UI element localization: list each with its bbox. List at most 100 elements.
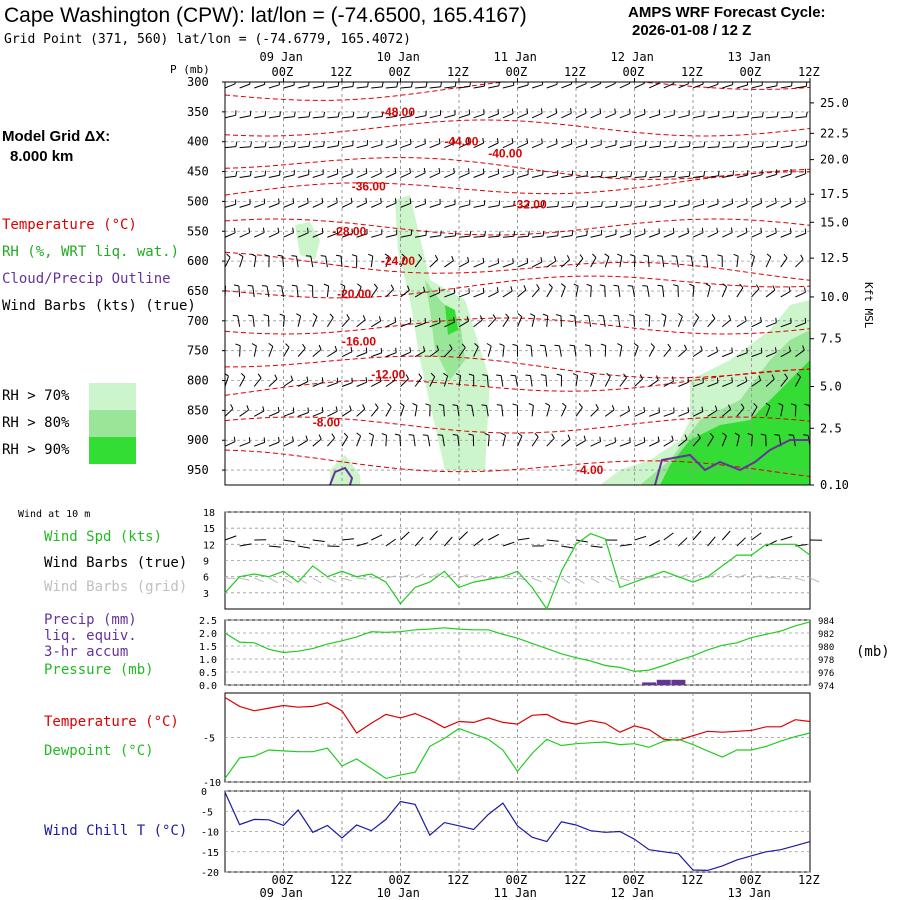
wind-barb-flag bbox=[513, 200, 515, 206]
wind-barbs-grid-legend: Wind Barbs (grid) bbox=[44, 579, 188, 595]
wind-barb-flag bbox=[220, 345, 225, 346]
wind-barb-flag bbox=[540, 108, 543, 114]
wind-barb-flag bbox=[394, 433, 401, 436]
wind-barb-shaft bbox=[238, 285, 241, 297]
bottom-hour-label-4: 00Z bbox=[506, 873, 528, 887]
wind-barb-shaft bbox=[809, 117, 810, 118]
wind-barb-flag bbox=[551, 433, 555, 439]
wind-barb-flag bbox=[235, 343, 241, 347]
wind-barb-shaft bbox=[546, 315, 549, 327]
wind-barb-shaft bbox=[268, 174, 280, 179]
wind-barb-shaft bbox=[690, 256, 694, 268]
wind-barb-flag bbox=[434, 254, 439, 260]
wind-barb-shaft bbox=[254, 175, 266, 179]
wind-barb-shaft bbox=[254, 441, 265, 447]
profile-layer bbox=[220, 82, 810, 485]
wind-barb-shaft bbox=[413, 435, 416, 447]
wind-barb-flag bbox=[740, 403, 745, 409]
surface-wind-barb-true bbox=[371, 534, 383, 541]
wind-barb-shaft bbox=[648, 346, 655, 357]
surface-wind-barb-grid bbox=[239, 577, 250, 581]
wind-barb-shaft bbox=[312, 381, 324, 387]
dewpoint-legend: Dewpoint (°C) bbox=[44, 743, 154, 759]
wind-barb-shaft bbox=[678, 349, 687, 358]
wind-barb-shaft bbox=[327, 145, 339, 149]
wind-barb-shaft bbox=[619, 113, 631, 119]
wind-barb-shaft bbox=[692, 203, 704, 208]
rh70-label: RH > 70% bbox=[2, 388, 70, 404]
temperature-contour-11 bbox=[225, 449, 810, 477]
wind-barb-shaft bbox=[648, 412, 660, 417]
windchill-legend: Wind Chill T (°C) bbox=[44, 823, 188, 839]
p-tick-label-10: 800 bbox=[187, 374, 209, 388]
wind-barb-shaft bbox=[722, 203, 733, 208]
wind-barb-flag bbox=[804, 403, 810, 406]
wind-barb-flag bbox=[586, 201, 589, 207]
wind-barb-flag bbox=[484, 231, 486, 237]
kft-tick-label-4: 15.0 bbox=[820, 215, 849, 229]
wind-barb-shaft bbox=[254, 232, 265, 238]
wind-barb-shaft bbox=[268, 146, 280, 149]
wind-barb-shaft bbox=[427, 435, 431, 447]
wind-barb-flag bbox=[318, 434, 322, 440]
wind-barb-shaft bbox=[312, 145, 324, 149]
wind-barb-flag bbox=[312, 313, 318, 317]
wind-barb-shaft bbox=[225, 375, 229, 387]
wind-barb-flag bbox=[601, 201, 603, 207]
wind-barb-flag bbox=[278, 198, 280, 204]
kft-tick-label-0: 25.0 bbox=[820, 96, 849, 110]
wind-barb-flag bbox=[643, 406, 646, 412]
wind-barb-flag bbox=[226, 253, 231, 258]
wind-barb-flag bbox=[511, 138, 514, 144]
wind-barb-flag bbox=[644, 200, 647, 206]
wind-barb-flag bbox=[367, 82, 369, 87]
wind-barb-shaft bbox=[531, 84, 543, 89]
wind-barb-flag bbox=[525, 374, 531, 377]
precip-tick-label-5: 0.0 bbox=[199, 681, 217, 692]
temperature-contour-5 bbox=[225, 251, 810, 281]
wind-barb-shaft bbox=[297, 315, 302, 327]
wind-barb-flag bbox=[481, 404, 487, 406]
wind-barb-shaft bbox=[444, 142, 455, 149]
wind-barb-shaft bbox=[561, 439, 571, 447]
wind-barb-flag bbox=[380, 197, 382, 203]
surface-wind-barb-true bbox=[780, 536, 793, 541]
surface-wind-barb-true bbox=[341, 538, 354, 541]
wind-barb-shaft bbox=[385, 172, 397, 178]
surface-wind-barb-true bbox=[356, 542, 369, 547]
wind-barb-flag bbox=[686, 255, 692, 257]
wind-barb-shaft bbox=[663, 176, 675, 179]
wind-barb-flag bbox=[362, 315, 366, 321]
wind-barb-shaft bbox=[370, 435, 374, 447]
precip-tick-label-0: 2.5 bbox=[199, 616, 217, 627]
wind-barb-shaft bbox=[634, 411, 645, 417]
wind-barb-flag bbox=[482, 287, 485, 293]
wind-barb-flag bbox=[657, 436, 660, 442]
wind-barb-shaft bbox=[502, 345, 505, 357]
wind-barb-flag bbox=[408, 434, 414, 436]
wind-barb-flag bbox=[689, 283, 695, 287]
wind-barb-shaft bbox=[341, 286, 346, 298]
wind-barb-flag bbox=[394, 198, 397, 204]
wind-barb-shaft bbox=[400, 86, 412, 89]
temperature-legend: Temperature (°C) bbox=[44, 714, 179, 730]
wind-barb-shaft bbox=[326, 285, 330, 297]
wind-barb-flag bbox=[262, 406, 265, 412]
rh90-region-b bbox=[660, 360, 810, 485]
wind-barb-flag bbox=[247, 284, 253, 287]
wind-barb-shaft bbox=[312, 232, 324, 238]
wind-barb-shaft bbox=[253, 377, 262, 387]
wind-barb-shaft bbox=[751, 288, 760, 298]
wind-barb-shaft bbox=[634, 205, 646, 208]
wind-barb-shaft bbox=[648, 114, 660, 119]
wind-barb-shaft bbox=[414, 172, 426, 178]
p-tick-label-8: 700 bbox=[187, 314, 209, 328]
wind-barb-flag bbox=[248, 227, 251, 233]
wind-barb-flag bbox=[527, 201, 530, 207]
temperature-contour-10 bbox=[225, 416, 810, 434]
wind-barb-flag bbox=[628, 314, 635, 317]
wind-barb-flag bbox=[630, 200, 632, 206]
wind-barb-flag bbox=[534, 432, 539, 438]
surface-wind-barb-grid bbox=[575, 577, 585, 584]
wind-barb-flag bbox=[784, 373, 789, 379]
